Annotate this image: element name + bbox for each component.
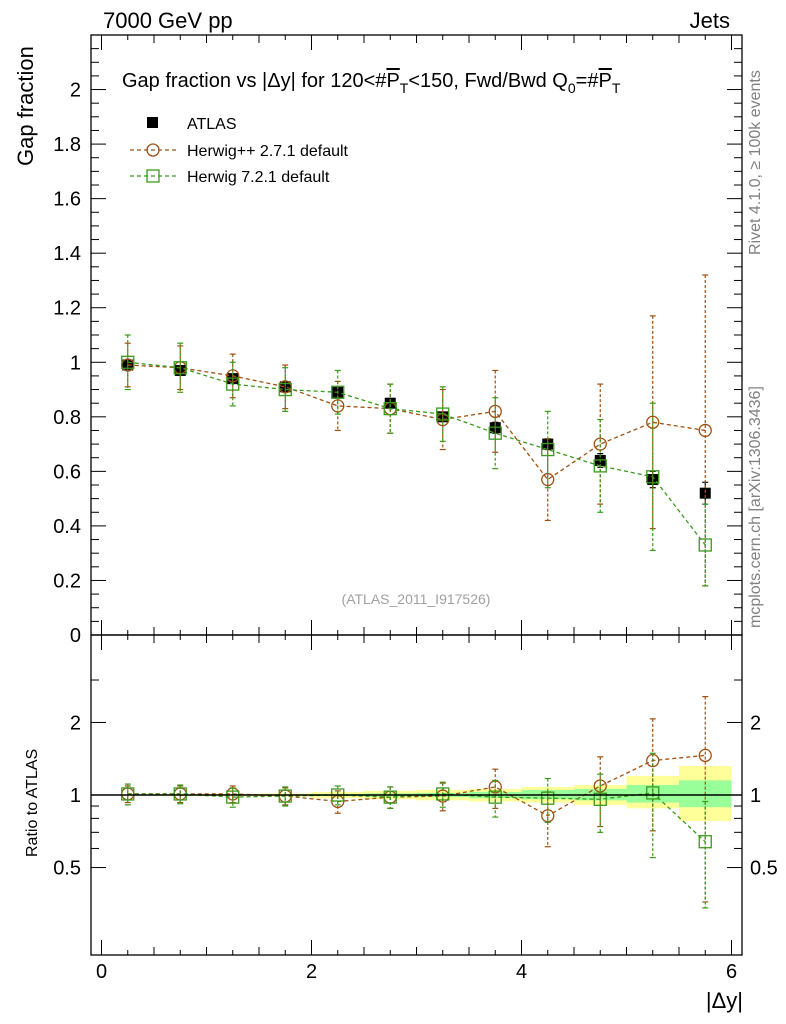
herwig7-main-line	[127, 361, 706, 546]
legend-herwigpp-marker	[146, 143, 160, 157]
herwig7-main-point	[226, 377, 240, 391]
main-y-tick-label: 1	[70, 352, 81, 374]
herwigpp-ratio-line	[127, 754, 706, 817]
herwig7-main	[121, 334, 712, 587]
herwig7-ratio-point	[541, 791, 555, 805]
herwig7-main-point	[698, 538, 712, 552]
rivet-version-label: Rivet 4.1.0, ≥ 100k events	[747, 70, 764, 255]
main-y-tick-label: 0.2	[53, 570, 81, 592]
title-prefix: Gap fraction vs |Δy| for 120<#	[122, 70, 387, 92]
main-y-tick-label: 2	[70, 80, 81, 102]
ratio-y-tick-label: 0.5	[53, 858, 81, 880]
herwig7-ratio-point	[698, 835, 712, 849]
ratio-y-axis-label: Ratio to ATLAS	[24, 749, 41, 857]
legend: ATLAS Herwig++ 2.7.1 default Herwig 7.2.…	[130, 116, 349, 186]
legend-herwig7-label: Herwig 7.2.1 default	[187, 169, 330, 186]
main-y-tick-label: 0.8	[53, 407, 81, 429]
atlas-data-point	[699, 487, 711, 499]
legend-herwigpp-label: Herwig++ 2.7.1 default	[187, 143, 349, 160]
herwigpp-main-point	[698, 423, 712, 438]
ratio-y-tick-label: 1	[70, 785, 81, 807]
herwig7-ratio-point	[488, 790, 502, 804]
title-middle: <150, Fwd/Bwd Q	[408, 70, 568, 92]
herwig7-ratio-point	[121, 787, 135, 801]
legend-herwig7-marker	[146, 169, 160, 183]
header-process-label: Jets	[690, 8, 730, 33]
herwig7-ratio-point	[436, 787, 450, 801]
herwig7-main-point	[593, 459, 607, 473]
main-y-tick-label: 1.4	[53, 243, 81, 265]
herwig7-main-point	[173, 361, 187, 375]
legend-atlas-label: ATLAS	[187, 116, 237, 133]
herwig7-main-point	[121, 355, 135, 369]
main-series	[121, 274, 712, 587]
herwig7-ratio-point	[593, 792, 607, 806]
analysis-watermark: (ATLAS_2011_I917526)	[342, 591, 491, 607]
main-title: Gap fraction vs |Δy| for 120<#PT<150, Fw…	[122, 70, 621, 96]
herwig7-ratio-point	[278, 789, 292, 803]
herwig7-ratio-point	[173, 787, 187, 801]
herwig7-main-point	[646, 470, 660, 484]
title-pt-subscript: T	[400, 80, 409, 96]
main-y-tick-label: 0.4	[53, 516, 81, 538]
x-tick-label: 0	[96, 961, 107, 983]
ratio-uncertainty-bands	[101, 765, 732, 822]
herwigpp-main	[121, 274, 712, 587]
x-tick-label: 6	[726, 961, 737, 983]
ratio-y-tick-label-right: 0.5	[750, 858, 778, 880]
title-equals: =#	[576, 70, 600, 92]
ratio-y-tick-label-right: 2	[750, 712, 761, 734]
main-y-tick-label: 1.2	[53, 298, 81, 320]
ratio-y-ticks: 0.5 0.5 1 1 2 2	[53, 679, 778, 880]
ratio-y-tick-label: 2	[70, 712, 81, 734]
herwig7-main-point	[436, 407, 450, 421]
herwigpp-ratio-point	[698, 748, 712, 763]
main-y-ticks: 0 0.2 0.4 0.6 0.8 1 1.2 1.4 1.6 1.8 2	[53, 48, 742, 647]
herwig7-main-point	[541, 442, 555, 457]
x-tick-label: 2	[306, 961, 317, 983]
ratio-y-tick-label-right: 1	[750, 785, 761, 807]
herwig7-main-point	[331, 385, 345, 399]
herwig7-main-point	[488, 426, 502, 440]
main-y-tick-label: 1.6	[53, 189, 81, 211]
x-axis-label: |Δy|	[706, 988, 743, 1013]
herwigpp-main-line	[127, 364, 706, 481]
main-y-tick-label: 0.6	[53, 461, 81, 483]
herwig7-main-point	[278, 382, 292, 397]
atlas-data	[122, 359, 711, 505]
herwig7-ratio-point	[226, 790, 240, 804]
source-label: mcplots.cern.ch [arXiv:1306.3436]	[747, 386, 764, 628]
svg-text:Gap fraction vs |Δy| for 120<#: Gap fraction vs |Δy| for 120<#PT<150, Fw…	[122, 70, 621, 96]
herwig7-ratio-point	[383, 790, 397, 804]
title-pt-symbol-2: P	[598, 70, 611, 92]
title-pt-symbol: P	[386, 70, 399, 92]
main-y-tick-label: 1.8	[53, 134, 81, 156]
herwig7-ratio	[121, 752, 712, 909]
legend-atlas-marker	[147, 117, 158, 128]
title-pt-subscript-2: T	[612, 80, 621, 96]
main-y-axis-label: Gap fraction	[13, 46, 38, 166]
x-ticks: 0 2 4 6	[96, 35, 737, 983]
herwig7-main-point	[383, 401, 397, 416]
x-tick-label: 4	[516, 961, 527, 983]
main-y-tick-label: 0	[70, 625, 81, 647]
title-q-subscript: 0	[568, 80, 576, 96]
header-energy-label: 7000 GeV pp	[103, 8, 233, 33]
herwig7-ratio-point	[646, 786, 660, 800]
